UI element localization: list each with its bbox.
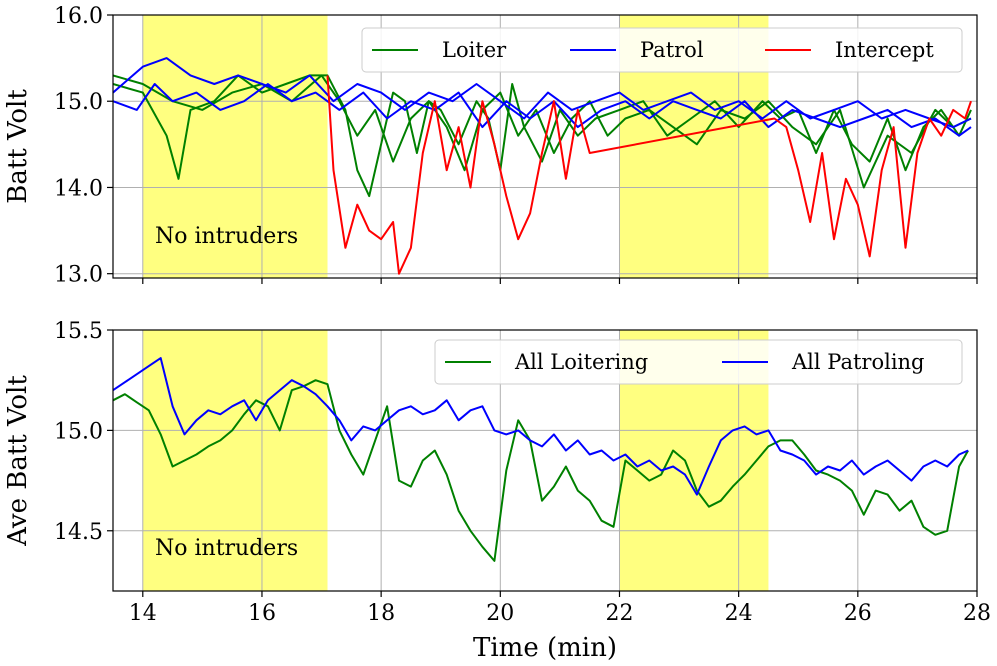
no-intruders-annotation: No intruders (155, 224, 298, 249)
x-tick-label: 24 (725, 601, 753, 626)
top-panel-batt-volt: 13.0 14.0 15.0 16.0 Batt Volt No intruders Loi… (3, 4, 978, 288)
plot-frame (112, 14, 978, 279)
x-tick-label: 18 (367, 601, 395, 626)
series-line-intercept (326, 75, 972, 275)
legend-label: Loiter (442, 38, 507, 62)
x-tick-label: 26 (844, 601, 872, 626)
series-line-all-patroling (113, 357, 969, 496)
plot-frame (112, 329, 978, 592)
y-tick-label: 15.5 (54, 319, 103, 344)
y-tick-label: 16.0 (54, 4, 103, 29)
legend-label: Intercept (835, 38, 934, 62)
legend-label: All Patroling (791, 350, 925, 374)
series-line-patrol (113, 57, 972, 129)
x-axis-label: Time (min) (473, 633, 617, 663)
x-tick-label: 28 (963, 601, 991, 626)
bottom-panel-ave-batt-volt: 14 16 18 20 22 24 26 28 14.5 15.0 15.5 Ave Batt Vol… (3, 319, 991, 626)
y-tick-label: 13.0 (54, 263, 103, 288)
legend-box (361, 27, 963, 73)
series-line-loiter (113, 74, 972, 189)
series-line-patrol (113, 83, 972, 137)
x-tick-label: 14 (129, 601, 157, 626)
series-line-all-loitering (113, 379, 969, 562)
legend: All Loitering All Patroling (434, 339, 963, 385)
y-axis-label: Ave Batt Volt (3, 375, 33, 547)
y-tick-label: 14.0 (54, 176, 103, 201)
no-intruders-region-0 (142, 330, 328, 591)
y-tick-label: 15.0 (54, 90, 103, 115)
x-tick-label: 16 (248, 601, 276, 626)
no-intruders-region-0 (142, 15, 328, 278)
legend-label: All Loitering (514, 350, 648, 374)
x-tick-label: 20 (486, 601, 514, 626)
legend: Loiter Patrol Intercept (361, 27, 963, 73)
y-axis-label: Batt Volt (3, 89, 33, 204)
x-tick-label: 22 (605, 601, 633, 626)
legend-label: Patrol (640, 38, 704, 62)
y-tick-label: 14.5 (54, 520, 103, 545)
legend-box (434, 339, 963, 385)
no-intruders-annotation: No intruders (155, 536, 298, 561)
y-tick-label: 15.0 (54, 419, 103, 444)
